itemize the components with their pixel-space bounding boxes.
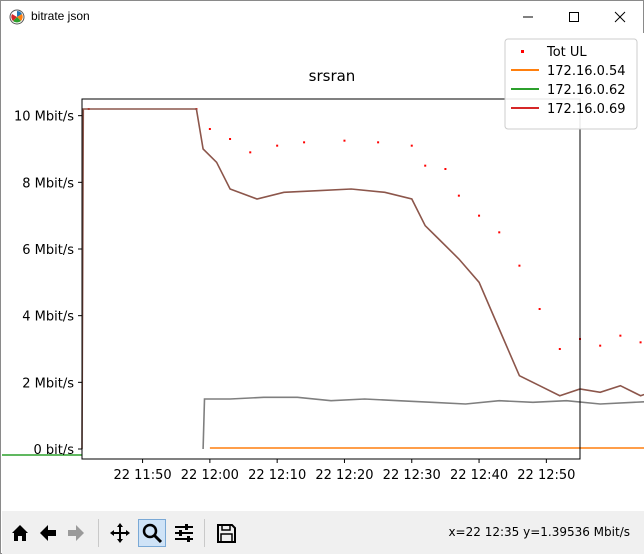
y-tick-label: 2 Mbit/s: [22, 376, 74, 391]
tot-ul-point: [208, 128, 211, 130]
home-button[interactable]: [6, 519, 34, 547]
configure-subplots-icon: [175, 524, 193, 542]
toolbar-separator: [98, 519, 99, 547]
tot-ul-point: [424, 164, 427, 167]
legend-label: 172.16.0.62: [547, 83, 626, 98]
home-icon: [12, 525, 28, 541]
close-icon: [614, 11, 626, 22]
maximize-button[interactable]: [551, 1, 597, 32]
title-bar: bitrate json: [1, 1, 643, 33]
tot-ul-point: [410, 144, 413, 147]
maximize-icon: [569, 11, 579, 22]
toolbar-separator: [204, 519, 205, 547]
tot-ul-point: [478, 214, 481, 217]
tot-ul-point: [518, 264, 521, 267]
tot-ul-point: [343, 139, 346, 142]
chart: srsran 0 bit/s 2 Mbit/s 4 Mbit/s 6 Mbit/s 8 …: [2, 38, 644, 483]
configure-subplots-button[interactable]: [170, 519, 198, 547]
y-tick-label: 10 Mbit/s: [14, 110, 74, 125]
y-axis: 0 bit/s 2 Mbit/s 4 Mbit/s 6 Mbit/s 8 Mbit/s 1…: [14, 110, 82, 458]
save-icon: [217, 524, 236, 543]
tot-ul-point: [619, 334, 622, 337]
x-axis: 22 11:50 22 12:00 22 12:10 22 12:20 22 12:30…: [113, 459, 575, 483]
tot-ul-point: [558, 348, 561, 350]
series-layer: [2, 108, 644, 456]
x-tick-label: 22 12:00: [181, 468, 239, 483]
pan-icon: [110, 523, 130, 543]
tot-ul-point: [498, 231, 501, 234]
tot-ul-point: [444, 168, 447, 170]
x-tick-label: 22 12:20: [315, 468, 373, 483]
x-tick-label: 22 12:30: [383, 468, 441, 483]
series-line: [81, 108, 644, 450]
tot-ul-point: [538, 308, 541, 310]
tot-ul-point: [276, 144, 279, 147]
tot-ul-point: [303, 141, 306, 144]
y-tick-label: 0 bit/s: [33, 443, 74, 458]
y-tick-label: 6 Mbit/s: [22, 243, 74, 258]
x-tick-label: 22 12:10: [248, 468, 306, 483]
cursor-coordinates: x=22 12:35 y=1.39536 Mbit/s: [448, 525, 630, 539]
matplotlib-icon: [9, 9, 25, 25]
navigation-toolbar: x=22 12:35 y=1.39536 Mbit/s: [2, 511, 644, 554]
tot-ul-point: [457, 194, 460, 197]
chart-title: srsran: [309, 67, 356, 85]
pan-button[interactable]: [106, 519, 134, 547]
tot-ul-point: [377, 141, 380, 144]
forward-arrow-icon: [68, 525, 84, 541]
series-line: [202, 396, 644, 450]
x-tick-label: 22 12:50: [517, 468, 575, 483]
plot-area: [82, 99, 580, 459]
back-button[interactable]: [34, 519, 62, 547]
tot-ul-point: [249, 151, 252, 154]
forward-button[interactable]: [62, 519, 90, 547]
tot-ul-point: [639, 341, 642, 344]
legend: Tot UL 172.16.0.54 172.16.0.62 172.16.0.69: [504, 38, 638, 130]
legend-label: Tot UL: [546, 45, 587, 60]
legend-label: 172.16.0.69: [547, 102, 626, 117]
legend-box: [504, 38, 638, 130]
x-tick-label: 22 12:40: [450, 468, 508, 483]
zoom-button[interactable]: [138, 519, 166, 547]
legend-marker: [521, 50, 524, 53]
legend-label: 172.16.0.54: [547, 64, 626, 79]
minimize-icon: [523, 16, 533, 17]
x-tick-label: 22 11:50: [113, 468, 171, 483]
figure-canvas[interactable]: srsran 0 bit/s 2 Mbit/s 4 Mbit/s 6 Mbit/s 8 …: [2, 33, 644, 511]
y-tick-label: 8 Mbit/s: [22, 176, 74, 191]
y-tick-label: 4 Mbit/s: [22, 310, 74, 325]
minimize-button[interactable]: [505, 1, 551, 32]
close-button[interactable]: [597, 1, 643, 32]
zoom-icon: [142, 523, 163, 544]
back-arrow-icon: [40, 525, 56, 541]
tot-ul-point: [599, 344, 602, 347]
tot-ul-point: [229, 138, 232, 140]
window-title: bitrate json: [31, 9, 90, 23]
axes-frame: [81, 98, 581, 460]
save-button[interactable]: [212, 519, 240, 547]
